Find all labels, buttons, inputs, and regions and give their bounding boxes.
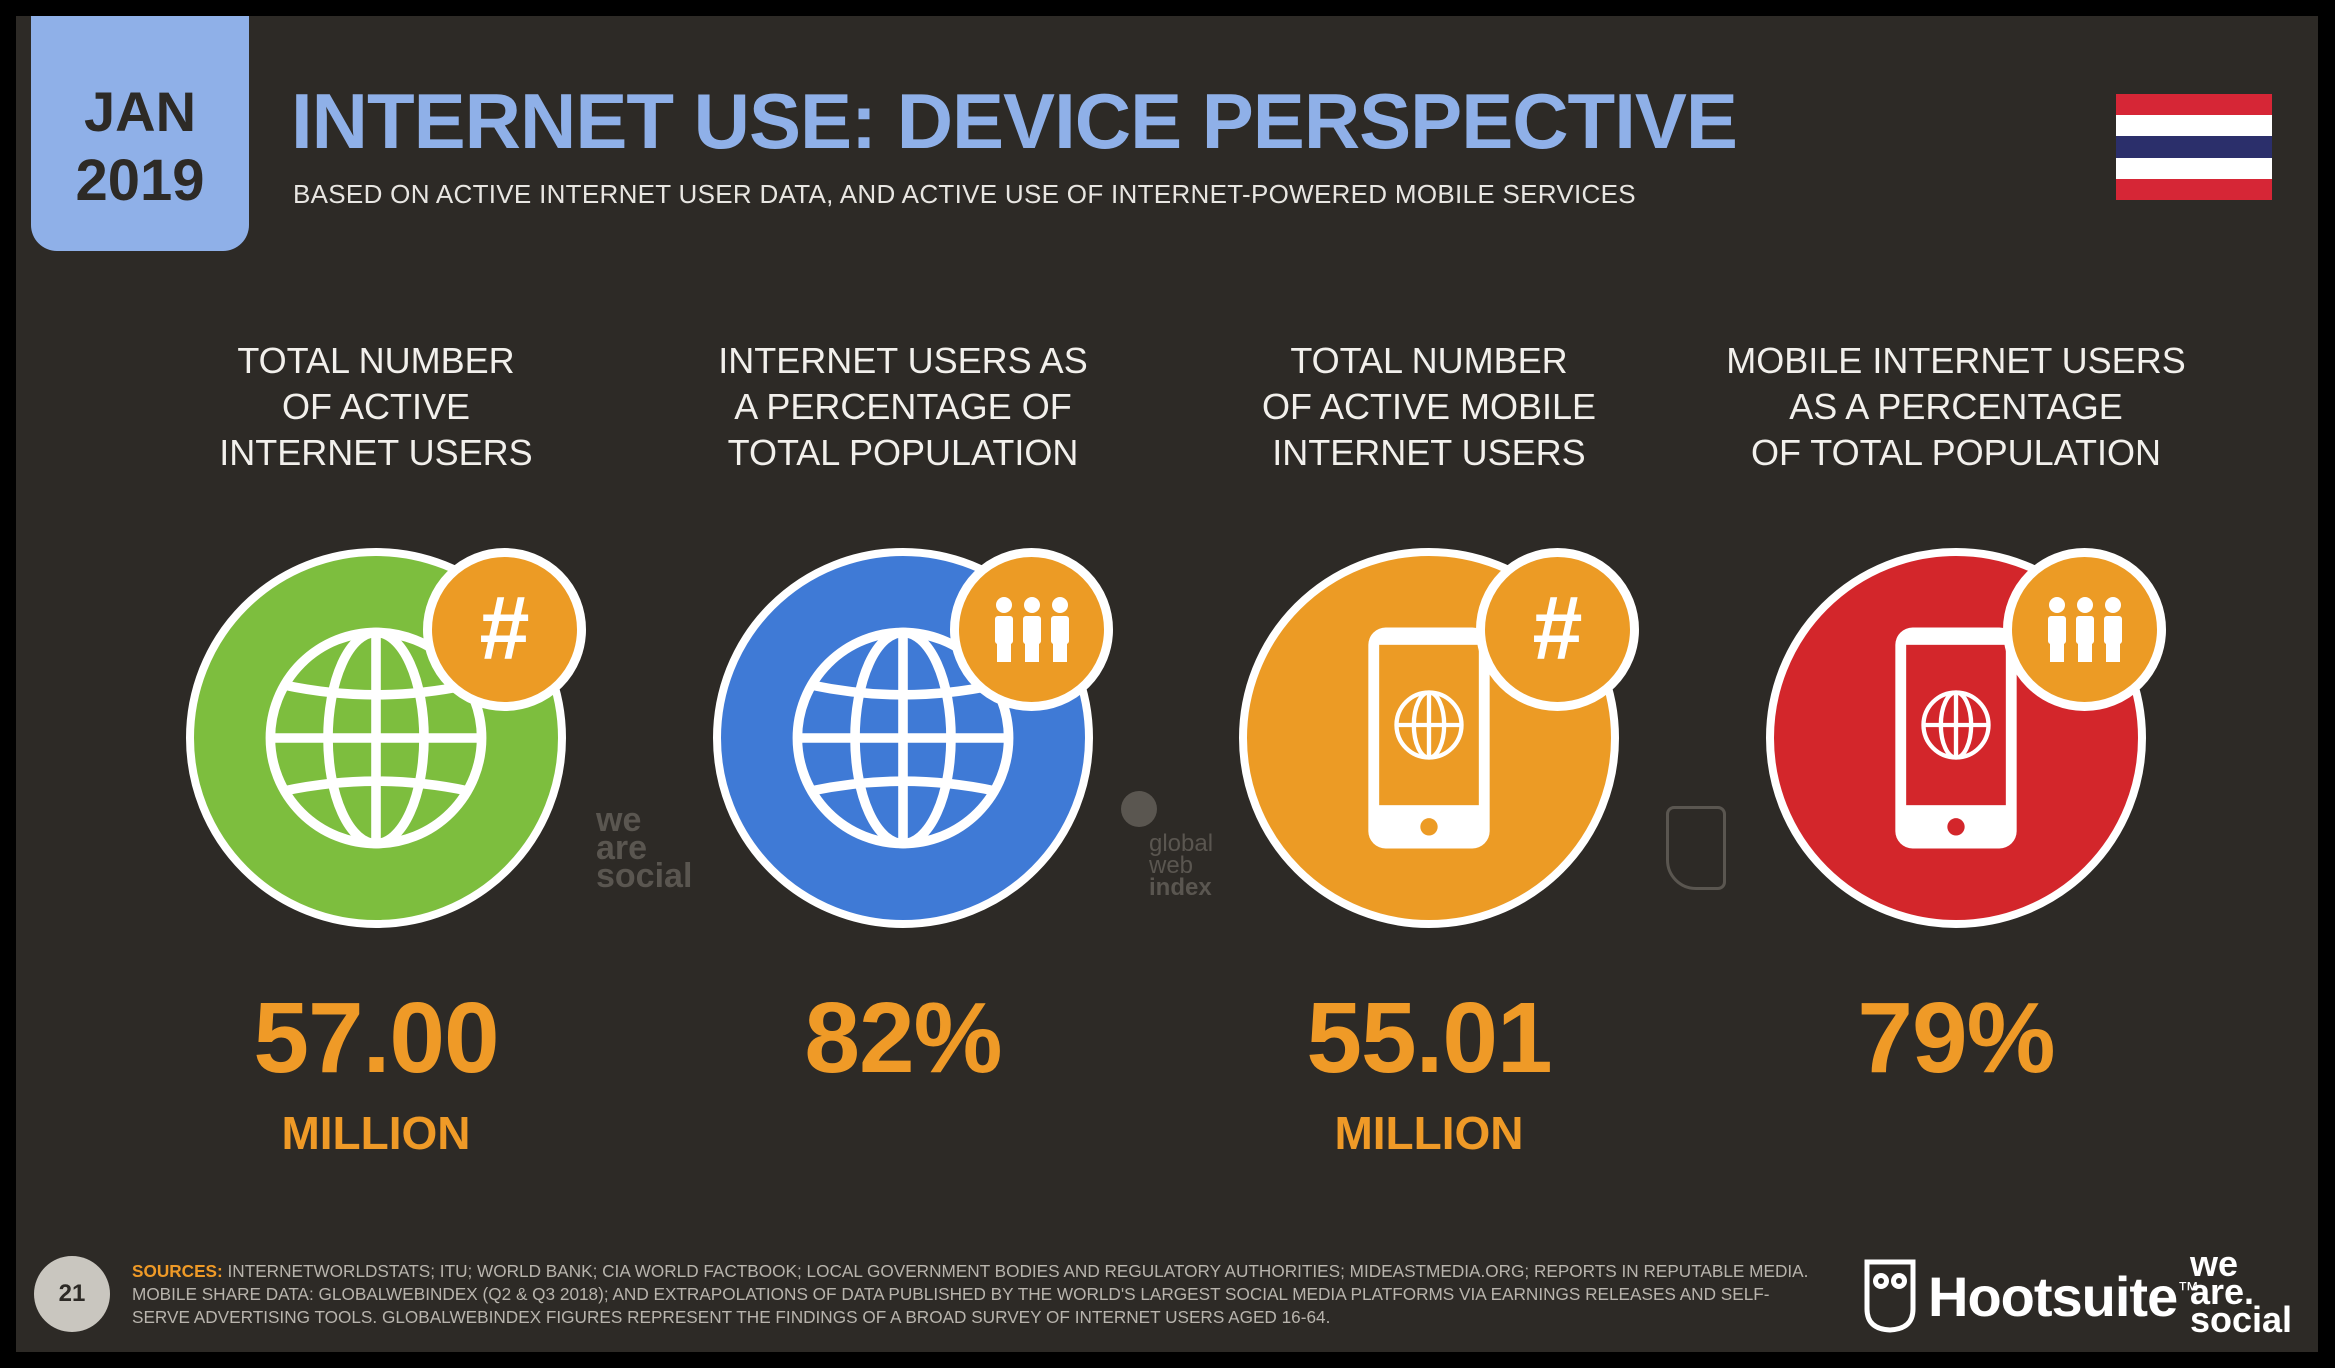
stat-label-line: INTERNET USERS [1272, 432, 1586, 473]
flag-stripe [2116, 94, 2272, 116]
page-subtitle: BASED ON ACTIVE INTERNET USER DATA, AND … [293, 179, 1636, 209]
stat-value: 55.01 [1306, 982, 1552, 1094]
logo-line: we [2190, 1243, 2239, 1284]
stat-label-line: OF ACTIVE MOBILE [1261, 386, 1597, 427]
people-icon [2003, 548, 2166, 711]
stat-label-line: INTERNET USERS AS [718, 340, 1088, 381]
stat-label-line: OF TOTAL POPULATION [1750, 432, 2162, 473]
we-are-social-watermark: we are social [596, 801, 693, 895]
mobile-phone-icon [1895, 627, 2017, 849]
flag-stripe [2116, 136, 2272, 158]
stat-value: 79% [1857, 982, 2055, 1094]
stat-label-line: AS A PERCENTAGE [1789, 386, 2123, 427]
owl-icon [1864, 1259, 1916, 1333]
slide: JAN 2019 INTERNET USE: DEVICE PERSPECTIV… [16, 16, 2318, 1352]
page-title: INTERNET USE: DEVICE PERSPECTIVE [291, 77, 1738, 165]
logo-line: social [2190, 1299, 2293, 1340]
stat-label-line: MOBILE INTERNET USERS [1726, 340, 2186, 381]
hootsuite-wordmark: Hootsuite [1928, 1264, 2178, 1328]
sources-label: SOURCES: [132, 1261, 223, 1281]
stat-label-line: TOTAL NUMBER [1290, 340, 1568, 381]
globe-icon [265, 627, 487, 849]
globalwebindex-watermark: global web index [1121, 791, 1214, 901]
globe-icon [792, 627, 1014, 849]
stat-value: 57.00 [253, 982, 499, 1094]
stat-mobile-internet-users: TOTAL NUMBER OF ACTIVE MOBILE INTERNET U… [1169, 338, 1689, 1156]
stat-internet-penetration: INTERNET USERS AS A PERCENTAGE OF TOTAL … [643, 338, 1163, 1110]
trademark-symbol: ™ [2177, 1277, 2200, 1302]
stat-mobile-internet-penetration: MOBILE INTERNET USERS AS A PERCENTAGE OF… [1696, 338, 2216, 1110]
stat-circle [713, 548, 1113, 928]
stat-label: TOTAL NUMBER OF ACTIVE MOBILE INTERNET U… [1169, 338, 1689, 498]
watermark-line: index [1149, 874, 1212, 901]
stat-unit: MILLION [1334, 1107, 1524, 1159]
owl-watermark-icon [1666, 806, 1726, 890]
flag-stripe [2116, 115, 2272, 137]
watermark-line: social [596, 857, 693, 895]
hash-icon: # [1476, 548, 1639, 711]
stat-value: 82% [804, 982, 1002, 1094]
stat-label-line: TOTAL POPULATION [727, 432, 1079, 473]
hootsuite-logo: Hootsuite ™ [1864, 1259, 2199, 1333]
we-are-social-logo: we are. social [2190, 1243, 2293, 1340]
stat-circle: # [1239, 548, 1639, 928]
sources-text: SOURCES: INTERNETWORLDSTATS; ITU; WORLD … [132, 1260, 1812, 1329]
watermark-line: global [1149, 830, 1214, 857]
watermark-line: web [1149, 852, 1194, 879]
stat-total-internet-users: TOTAL NUMBER OF ACTIVE INTERNET USERS # … [116, 338, 636, 1156]
date-badge: JAN 2019 [31, 16, 249, 251]
date-year: 2019 [75, 148, 205, 213]
stat-label: INTERNET USERS AS A PERCENTAGE OF TOTAL … [643, 338, 1163, 498]
stat-unit: MILLION [281, 1107, 471, 1159]
sources-body: INTERNETWORLDSTATS; ITU; WORLD BANK; CIA… [132, 1261, 1809, 1327]
flag-stripe [2116, 157, 2272, 179]
watermark-line: we [596, 801, 642, 839]
people-icon [950, 548, 1113, 711]
stat-label: TOTAL NUMBER OF ACTIVE INTERNET USERS [116, 338, 636, 498]
date-month: JAN [83, 80, 197, 143]
stat-circle [1766, 548, 2166, 928]
flag-stripe [2116, 178, 2272, 200]
watermark-line: are [596, 829, 648, 867]
page-number: 21 [34, 1256, 110, 1332]
stat-label-line: OF ACTIVE [281, 386, 471, 427]
stat-label-line: TOTAL NUMBER [237, 340, 515, 381]
mobile-phone-icon [1368, 627, 1490, 849]
hash-icon: # [423, 548, 586, 711]
logo-line: are. [2190, 1271, 2255, 1312]
stat-label: MOBILE INTERNET USERS AS A PERCENTAGE OF… [1696, 338, 2216, 498]
stat-circle: # [186, 548, 586, 928]
thailand-flag-icon [2116, 94, 2272, 200]
stat-label-line: A PERCENTAGE OF [734, 386, 1072, 427]
globalwebindex-logo-icon [1121, 791, 1157, 827]
stat-label-line: INTERNET USERS [219, 432, 533, 473]
